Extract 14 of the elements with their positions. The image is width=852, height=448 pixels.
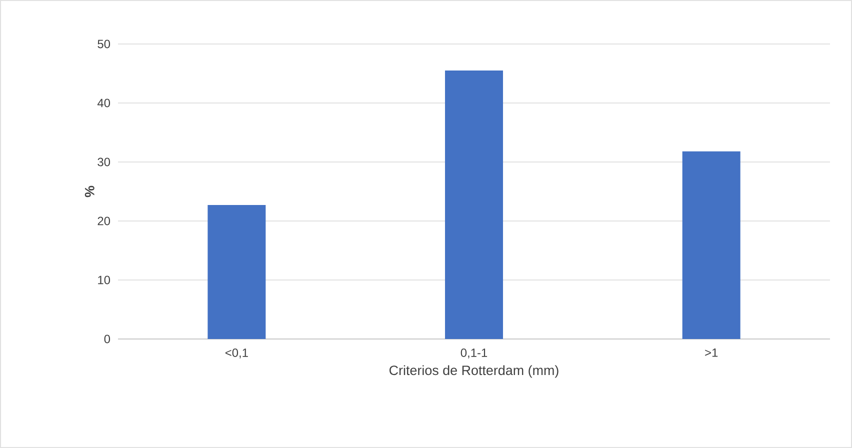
y-tick-label: 30 — [98, 158, 110, 166]
y-tick-label: 20 — [98, 216, 110, 226]
y-tick-label: 10 — [98, 276, 110, 284]
y-tick-label: 0 — [104, 334, 110, 344]
x-tick-label: 0,1-1 — [460, 348, 488, 358]
x-tick-label: >1 — [705, 348, 718, 357]
bar — [445, 70, 504, 339]
bar — [682, 151, 740, 339]
y-tick-label: 50 — [98, 40, 110, 48]
y-tick-label: 40 — [97, 98, 110, 108]
bar — [208, 205, 266, 339]
y-axis-title: % — [84, 186, 94, 198]
x-tick-label: <0,1 — [225, 348, 248, 358]
x-axis-title: Criterios de Rotterdam (mm) — [390, 365, 558, 378]
